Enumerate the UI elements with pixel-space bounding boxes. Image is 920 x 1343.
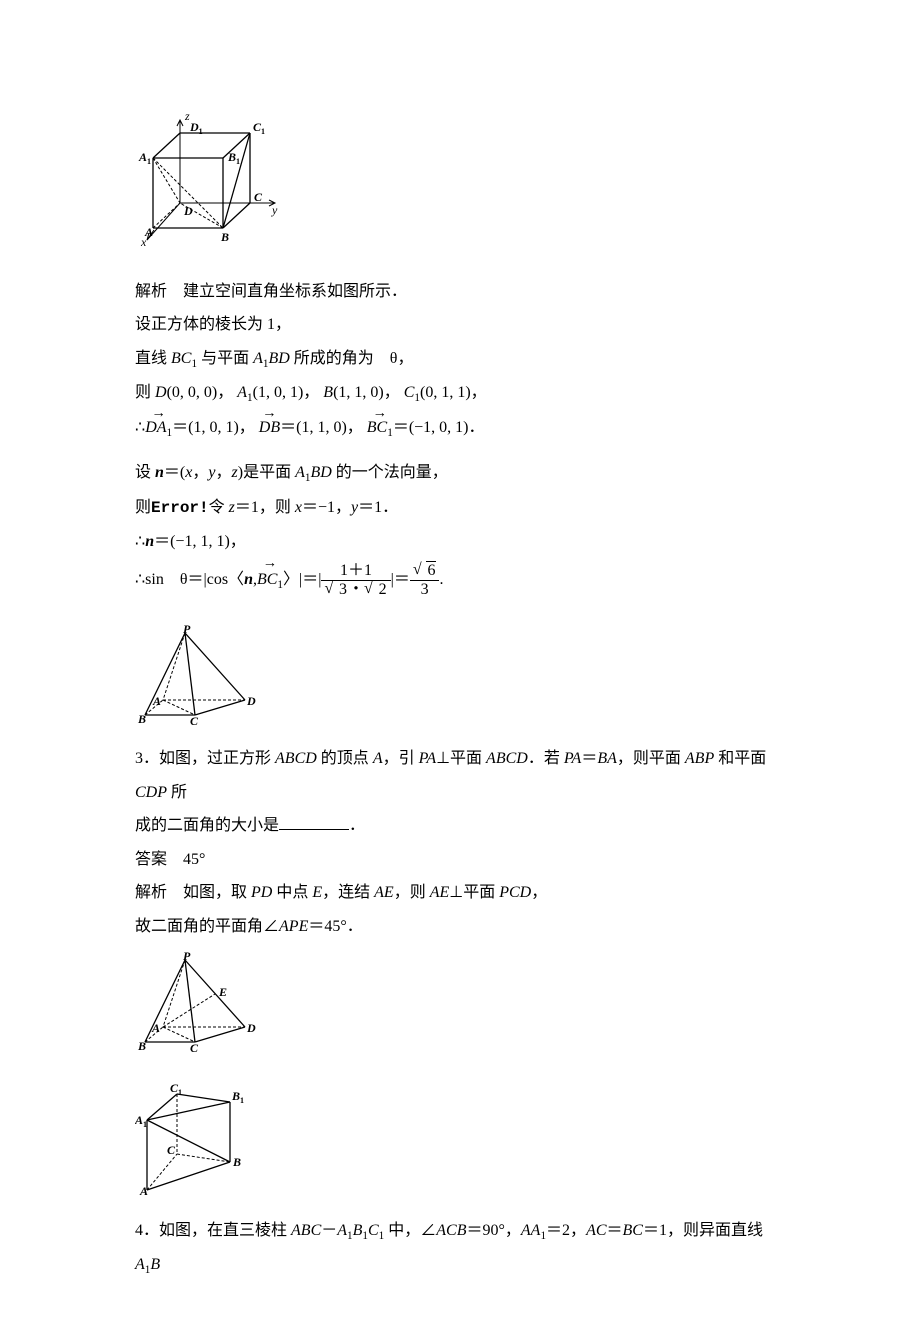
svg-text:A: A [152, 694, 161, 708]
figure-prism: A1 C1 B1 A C B [135, 1082, 790, 1210]
svg-text:A: A [144, 225, 153, 239]
cube-svg: z y x D1 C1 A1 B1 D C A B [135, 108, 285, 258]
prism-svg: A1 C1 B1 A C B [135, 1082, 250, 1197]
sol1-line7: 则Error!令 z＝1，则 x＝−1，y＝1． [135, 491, 790, 526]
svg-text:C: C [167, 1143, 176, 1157]
fraction-1: 1＋13・2 [321, 562, 390, 598]
svg-text:C: C [190, 1041, 199, 1052]
svg-text:D: D [246, 694, 256, 708]
q3-sol-2: 故二面角的平面角∠APE＝45°． [135, 910, 790, 944]
q3-ans: 答案 45° [135, 843, 790, 877]
sol1-line9: ∴sin θ＝|cos〈n,BC1〉|＝|1＋13・2|＝63. [135, 559, 790, 601]
sol1-line2: 设正方体的棱长为 1， [135, 308, 790, 342]
sol1-line1: 解析 建立空间直角坐标系如图所示． [135, 275, 790, 309]
svg-text:C: C [254, 190, 263, 204]
figure-pyramid-1: P A B C D [135, 625, 790, 738]
pyramid-svg-2: P A B C D E [135, 952, 265, 1052]
sol1-line6: 设 n＝(x，y，z)是平面 A1BD 的一个法向量， [135, 456, 790, 491]
svg-text:B: B [232, 1155, 241, 1169]
q3-sol-1: 解析 如图，取 PD 中点 E，连结 AE，则 AE⊥平面 PCD， [135, 876, 790, 910]
svg-text:y: y [271, 203, 278, 217]
svg-text:D: D [183, 204, 193, 218]
svg-text:B1: B1 [227, 150, 240, 166]
svg-text:B: B [137, 712, 146, 725]
q3-stem-1: 3．如图，过正方形 ABCD 的顶点 A，引 PA⊥平面 ABCD．若 PA＝B… [135, 742, 790, 809]
svg-text:A1: A1 [135, 1113, 147, 1129]
svg-text:C1: C1 [253, 120, 265, 136]
sol1-line5: ∴DA1＝(1, 0, 1)， DB＝(1, 1, 0)， BC1＝(−1, 0… [135, 411, 790, 446]
q3-stem-2: 成的二面角的大小是． [135, 809, 790, 843]
blank-fill [279, 820, 349, 831]
figure-pyramid-2: P A B C D E [135, 952, 790, 1065]
fraction-2: 63 [410, 562, 440, 598]
svg-text:B: B [137, 1039, 146, 1052]
svg-text:D1: D1 [189, 120, 203, 136]
sol1-line4: 则 D(0, 0, 0)， A1(1, 0, 1)， B(1, 1, 0)， C… [135, 376, 790, 411]
svg-text:C1: C1 [170, 1082, 182, 1097]
sol1-line3: 直线 BC1 与平面 A1BD 所成的角为 θ， [135, 342, 790, 377]
svg-text:E: E [218, 985, 227, 999]
figure-cube: z y x D1 C1 A1 B1 D C A B [135, 108, 790, 271]
svg-text:P: P [183, 952, 191, 963]
sol1-line8: ∴n＝(−1, 1, 1)， [135, 525, 790, 559]
svg-text:B1: B1 [231, 1089, 244, 1105]
svg-text:P: P [183, 625, 191, 636]
svg-text:D: D [246, 1021, 256, 1035]
svg-text:B: B [220, 230, 229, 244]
pyramid-svg-1: P A B C D [135, 625, 265, 725]
svg-text:A1: A1 [138, 150, 151, 166]
page: z y x D1 C1 A1 B1 D C A B 解析 建立空间直角坐标系如图… [0, 0, 920, 1343]
svg-text:A: A [151, 1021, 160, 1035]
svg-text:C: C [190, 714, 199, 725]
q4-stem: 4．如图，在直三棱柱 ABC－A1B1C1 中，∠ACB＝90°，AA1＝2，A… [135, 1214, 790, 1283]
svg-text:A: A [139, 1184, 148, 1197]
